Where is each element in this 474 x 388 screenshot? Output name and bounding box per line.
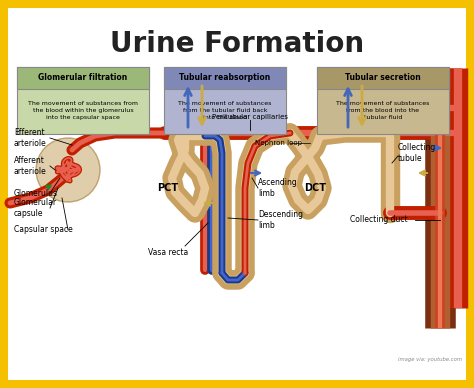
Text: Ascending
limb: Ascending limb [258,178,298,198]
Text: Collecting
tubule: Collecting tubule [398,143,436,163]
Text: Collecting duct: Collecting duct [350,215,408,225]
Circle shape [36,138,100,202]
Text: image via: youtube.com: image via: youtube.com [398,357,462,362]
FancyBboxPatch shape [17,67,149,134]
Text: Glomerular filtration: Glomerular filtration [38,73,128,83]
Text: Vasa recta: Vasa recta [148,248,188,257]
Text: The movement of substances from
the blood within the glomerulus
into the capsula: The movement of substances from the bloo… [28,101,138,120]
Text: Descending
limb: Descending limb [258,210,303,230]
Text: The movement of substances
from the tubular fluid back
into the blood: The movement of substances from the tubu… [178,101,272,120]
Text: Nephron loop: Nephron loop [255,140,302,146]
FancyBboxPatch shape [17,67,149,89]
FancyBboxPatch shape [317,67,449,134]
Text: Glomerulus: Glomerulus [14,189,58,197]
Text: Capsular space: Capsular space [14,225,73,234]
Text: Afferent
arteriole: Afferent arteriole [14,156,47,176]
Text: Tubular secretion: Tubular secretion [345,73,421,83]
FancyBboxPatch shape [164,67,286,89]
Text: Tubular reabsorption: Tubular reabsorption [179,73,271,83]
Text: Urine Formation: Urine Formation [110,30,364,58]
Text: Peritubular capillaries: Peritubular capillaries [212,114,288,120]
Text: The movement of substances
from the blood into the
tubular fluid: The movement of substances from the bloo… [337,101,430,120]
Text: Glomerular
capsule: Glomerular capsule [14,198,57,218]
FancyBboxPatch shape [8,8,466,380]
Text: Efferent
arteriole: Efferent arteriole [14,128,47,148]
FancyBboxPatch shape [164,67,286,134]
Text: DCT: DCT [304,183,326,193]
FancyBboxPatch shape [317,67,449,89]
Text: PCT: PCT [157,183,179,193]
